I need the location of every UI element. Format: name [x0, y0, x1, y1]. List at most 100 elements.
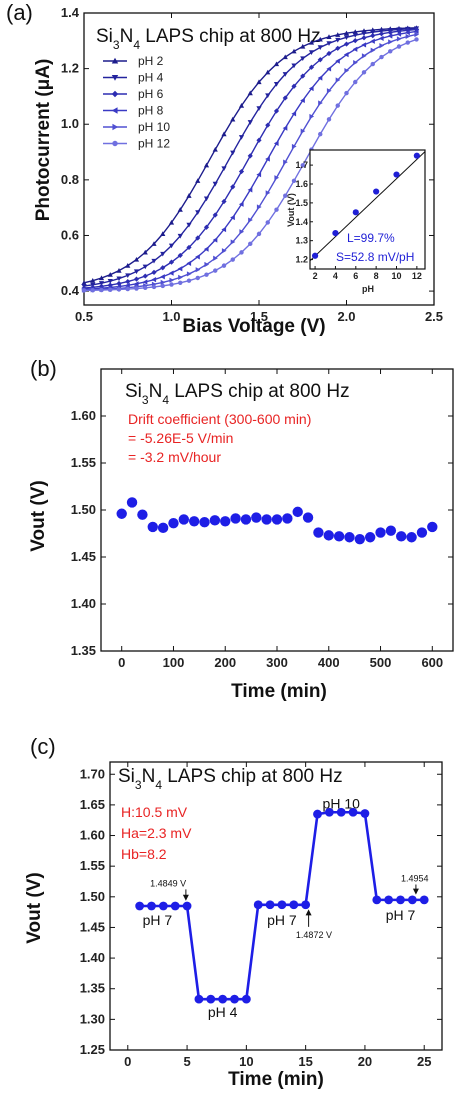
data-point — [221, 226, 227, 233]
data-point — [142, 273, 148, 279]
data-point — [125, 263, 131, 268]
inset-fit-line — [309, 151, 426, 262]
data-point — [160, 265, 166, 271]
data-point — [169, 282, 174, 287]
data-point — [116, 287, 122, 292]
data-point — [265, 122, 271, 128]
panel-b-ytick-label: 1.40 — [71, 596, 96, 611]
data-point — [407, 895, 417, 905]
panel-a: (a) Si3N4 LAPS chip at 800 Hz 0.5 1.0 1.5 2… — [6, 0, 443, 337]
data-point — [221, 248, 227, 254]
data-point — [405, 33, 411, 40]
data-point — [133, 269, 140, 275]
data-point — [273, 140, 279, 146]
panel-b-ytick-label: 1.55 — [71, 455, 96, 470]
panel-c-note-2: Ha=2.3 mV — [121, 825, 192, 841]
data-point — [317, 57, 323, 63]
data-point — [326, 117, 332, 122]
data-point — [186, 222, 192, 228]
data-point — [335, 77, 341, 83]
ph-label: pH 7 — [267, 912, 297, 928]
ph-label: pH 10 — [323, 796, 361, 812]
legend-marker — [111, 107, 118, 114]
data-point — [206, 994, 216, 1004]
data-point — [273, 108, 280, 114]
legend-label: pH 2 — [138, 54, 164, 68]
data-point — [277, 900, 287, 910]
data-point — [283, 159, 288, 165]
data-point — [230, 184, 236, 190]
data-point — [361, 53, 367, 59]
data-point — [273, 82, 280, 87]
legend-label: pH 6 — [138, 87, 164, 101]
data-point — [313, 809, 322, 819]
data-point — [396, 44, 402, 49]
data-point — [157, 522, 169, 534]
panel-a-ytick-label: 0.8 — [61, 172, 79, 187]
data-point — [344, 67, 350, 74]
annotation-arrowhead — [305, 909, 312, 916]
data-point — [238, 135, 245, 140]
data-point — [361, 31, 367, 37]
panel-c-xtick-label: 5 — [183, 1054, 190, 1069]
data-point — [282, 125, 288, 131]
data-point — [317, 75, 323, 81]
data-point — [186, 193, 192, 198]
data-point — [427, 521, 438, 533]
data-point — [195, 210, 201, 215]
data-point — [125, 278, 131, 285]
panel-c-ytick-label: 1.65 — [80, 797, 105, 812]
data-point — [90, 284, 96, 290]
data-point — [324, 807, 334, 817]
data-point — [291, 111, 297, 117]
data-point — [142, 264, 148, 270]
legend-label: pH 8 — [138, 104, 164, 118]
data-point — [291, 48, 297, 54]
data-point — [256, 172, 262, 178]
data-point — [247, 90, 253, 96]
panel-c-xlabel: Time (min) — [228, 1069, 324, 1090]
data-point — [160, 251, 166, 257]
panel-b-xtick-label: 300 — [266, 655, 288, 670]
data-point — [81, 280, 87, 285]
legend-marker — [112, 140, 118, 147]
data-point — [352, 38, 358, 44]
inset-note-s: S=52.8 mV/pH — [336, 250, 414, 264]
panel-b-title: Si3N4 LAPS chip at 800 Hz — [125, 381, 350, 407]
data-point — [239, 250, 244, 255]
inset-xtick-label: 4 — [333, 271, 338, 281]
value-annotation: 1.4954 — [401, 873, 429, 883]
data-point — [396, 31, 402, 37]
panel-b-ytick-label: 1.35 — [71, 643, 96, 658]
panel-c-note-3: Hb=8.2 — [121, 846, 167, 862]
panel-c-ytick-label: 1.55 — [80, 858, 105, 873]
data-point — [194, 994, 204, 1004]
inset-xtick-label: 2 — [313, 271, 318, 281]
legend-marker — [111, 90, 119, 98]
data-point — [335, 37, 341, 43]
panel-c-xtick-label: 10 — [239, 1054, 253, 1069]
data-point — [218, 994, 228, 1004]
data-point — [283, 193, 288, 198]
data-point — [396, 895, 405, 905]
data-point — [333, 531, 345, 542]
data-point — [160, 274, 165, 280]
data-point — [239, 229, 245, 235]
data-point — [274, 207, 279, 212]
panel-b-ytick-label: 1.60 — [71, 408, 96, 423]
data-point — [300, 73, 306, 79]
panel-b-note-3: = -3.2 mV/hour — [128, 449, 221, 465]
data-point — [125, 286, 130, 292]
data-point — [343, 30, 350, 36]
data-point — [212, 237, 218, 243]
data-point — [300, 43, 306, 49]
data-point — [170, 901, 180, 911]
inset-point — [352, 209, 359, 216]
data-point — [388, 49, 393, 54]
data-point — [241, 994, 251, 1004]
value-annotation: 1.4872 V — [296, 930, 332, 940]
data-point — [323, 530, 334, 541]
data-point — [116, 280, 122, 287]
panel-c-ytick-label: 1.45 — [80, 919, 105, 934]
data-point — [203, 224, 210, 230]
